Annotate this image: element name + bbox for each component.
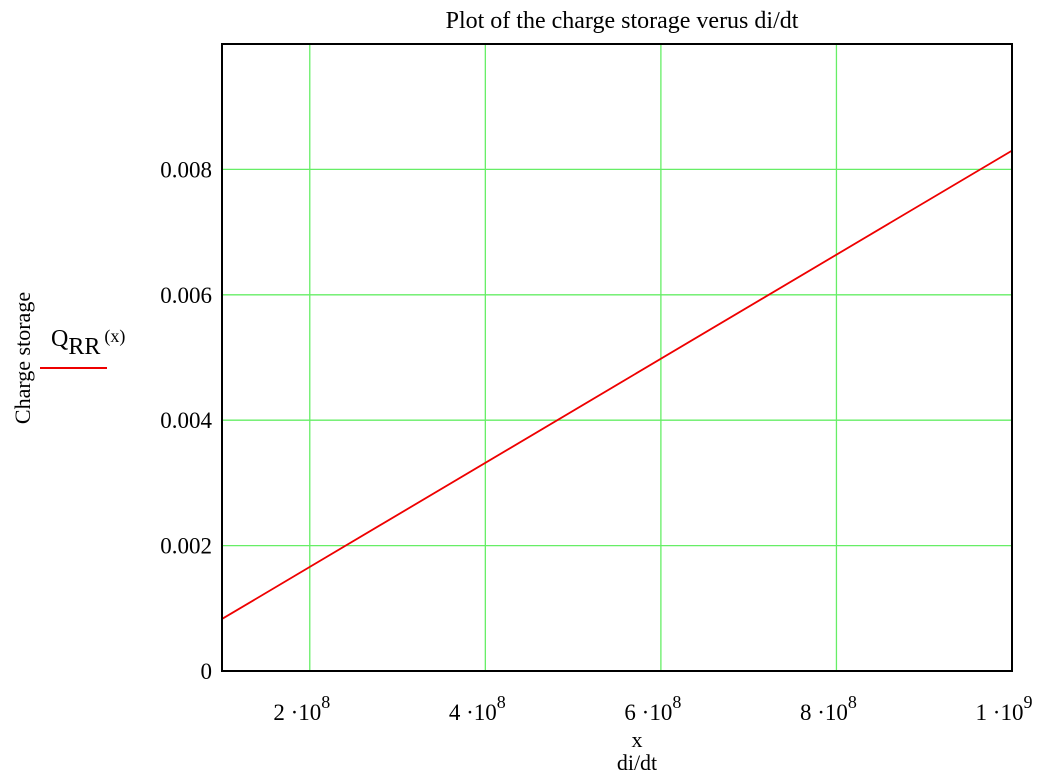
y-tick-label-1: 0.002 bbox=[160, 534, 212, 559]
legend: QRR (x) bbox=[40, 326, 125, 369]
plot-frame bbox=[221, 43, 1013, 672]
x-tick-label-0: 2 ·108 bbox=[273, 692, 330, 725]
x-tick-labels: 2 ·108 4 ·108 6 ·108 8 ·108 1 ·109 bbox=[273, 692, 1032, 725]
series-line-0 bbox=[221, 149, 1013, 620]
x-tick-label-4: 1 ·109 bbox=[976, 692, 1033, 725]
y-tick-label-3: 0.006 bbox=[160, 283, 212, 308]
chart-title: Plot of the charge storage verus di/dt bbox=[446, 8, 799, 34]
x-axis-label: di/dt bbox=[617, 750, 657, 775]
y-tick-labels: 0 0.002 0.004 0.006 0.008 bbox=[160, 157, 212, 684]
x-tick-label-2: 6 ·108 bbox=[624, 692, 681, 725]
legend-main: Q bbox=[51, 326, 68, 352]
y-axis-label: Charge storage bbox=[10, 292, 35, 424]
y-tick-label-0: 0 bbox=[201, 659, 213, 684]
x-tick-label-1: 4 ·108 bbox=[449, 692, 506, 725]
legend-label: QRR (x) bbox=[51, 326, 125, 360]
x-tick-label-3: 8 ·108 bbox=[800, 692, 857, 725]
legend-argument: (x) bbox=[104, 326, 125, 347]
series-layer bbox=[221, 149, 1013, 620]
y-tick-label-2: 0.004 bbox=[160, 408, 212, 433]
legend-subscript: RR bbox=[68, 334, 100, 360]
y-tick-label-4: 0.008 bbox=[160, 157, 212, 182]
x-axis-variable: x bbox=[632, 727, 643, 752]
